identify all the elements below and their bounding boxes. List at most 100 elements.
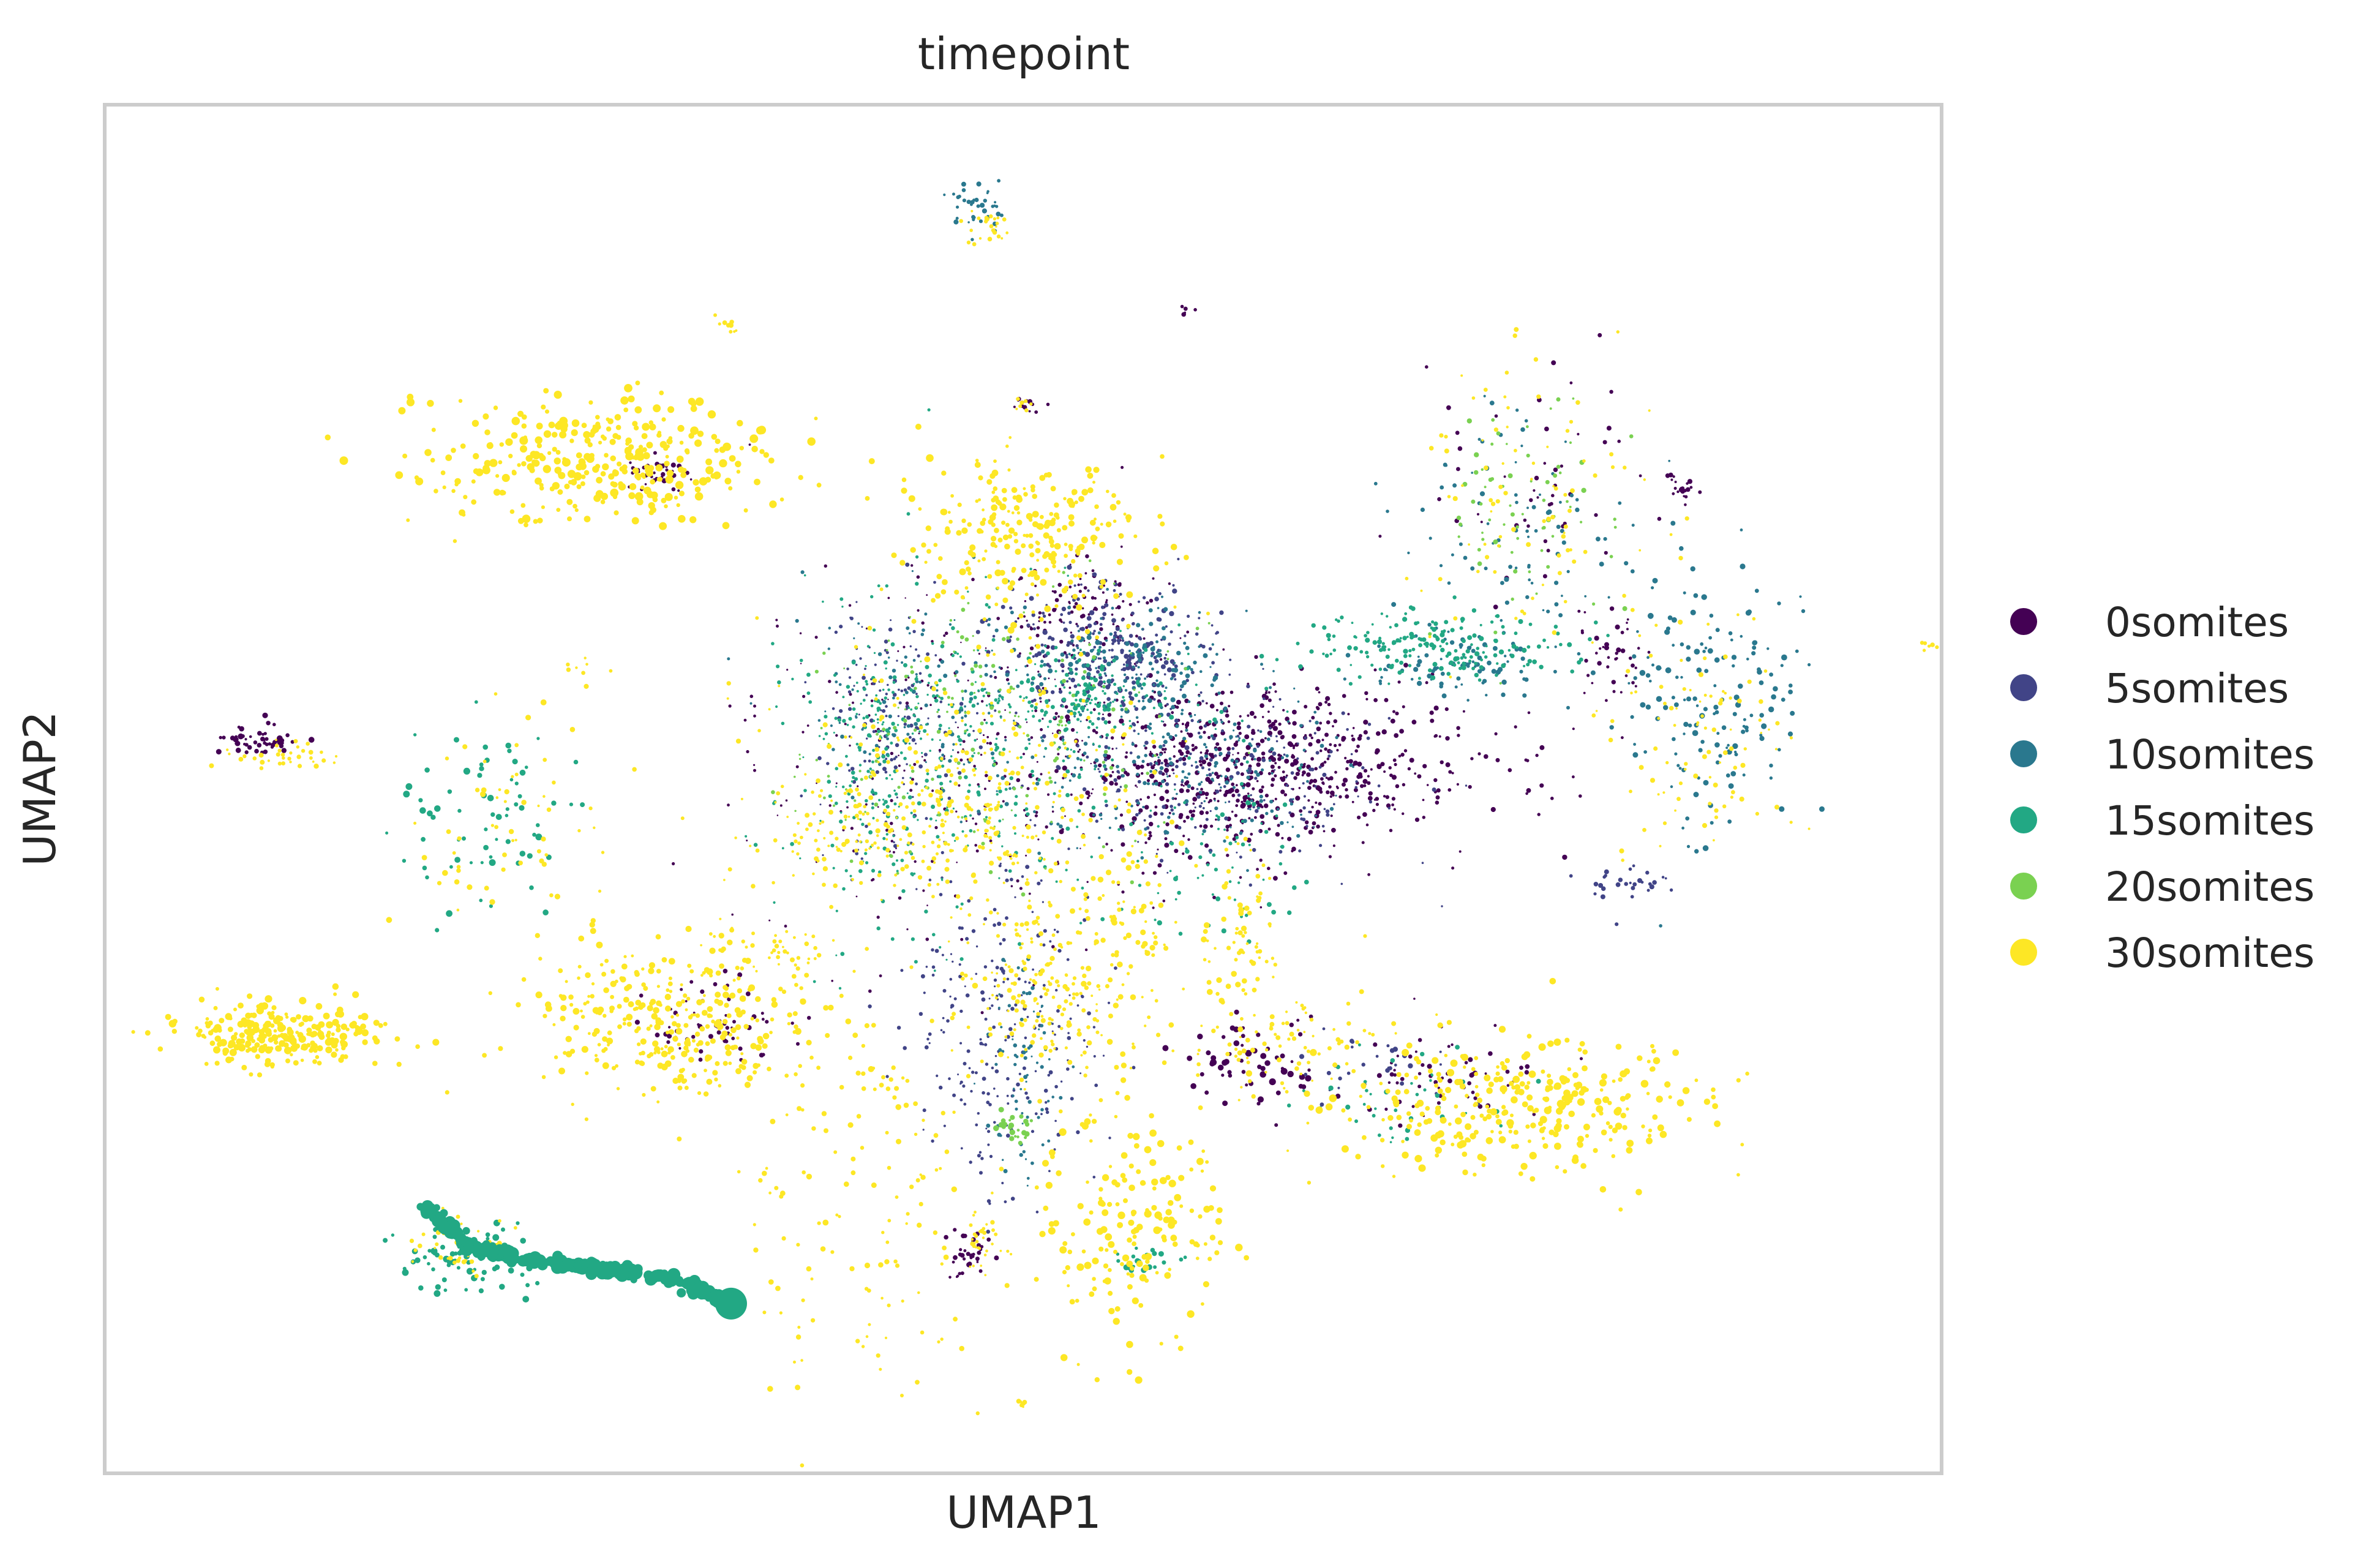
point-10somites bbox=[1732, 712, 1737, 716]
point-15somites bbox=[1278, 862, 1283, 866]
point-15somites bbox=[883, 660, 888, 665]
point-0somites bbox=[1467, 1081, 1472, 1086]
point-5somites bbox=[1203, 724, 1207, 728]
point-15somites bbox=[960, 902, 964, 906]
point-15somites bbox=[1455, 656, 1460, 661]
point-0somites bbox=[665, 468, 669, 472]
point-15somites bbox=[858, 764, 862, 767]
point-0somites bbox=[1505, 1069, 1510, 1074]
point-0somites bbox=[1398, 754, 1402, 758]
point-15somites bbox=[1177, 623, 1181, 626]
point-15somites bbox=[1457, 661, 1460, 664]
point-0somites bbox=[1025, 854, 1027, 857]
point-15somites bbox=[1163, 696, 1167, 701]
point-10somites bbox=[1769, 672, 1774, 677]
point-0somites bbox=[955, 810, 958, 813]
point-20somites bbox=[1528, 570, 1531, 574]
point-15somites bbox=[1054, 670, 1057, 673]
point-5somites bbox=[1032, 968, 1034, 971]
point-10somites bbox=[1703, 707, 1708, 712]
point-5somites bbox=[1000, 604, 1005, 609]
point-0somites bbox=[1174, 797, 1177, 800]
point-5somites bbox=[1138, 811, 1141, 815]
point-0somites bbox=[895, 847, 897, 849]
point-10somites bbox=[1558, 613, 1563, 618]
point-5somites bbox=[1045, 1110, 1049, 1114]
point-0somites bbox=[1287, 1070, 1294, 1078]
point-0somites bbox=[1308, 742, 1313, 747]
point-15somites bbox=[968, 700, 972, 704]
point-10somites bbox=[1189, 715, 1193, 718]
point-15somites bbox=[421, 836, 426, 842]
point-0somites bbox=[1088, 794, 1091, 797]
point-15somites bbox=[487, 795, 494, 802]
point-15somites bbox=[1460, 620, 1464, 623]
point-0somites bbox=[1225, 756, 1229, 760]
point-0somites bbox=[1048, 677, 1050, 680]
point-10somites bbox=[1715, 628, 1720, 633]
point-0somites bbox=[1289, 812, 1295, 817]
point-10somites bbox=[1095, 667, 1098, 669]
point-5somites bbox=[1016, 1082, 1020, 1087]
point-20somites bbox=[1053, 759, 1057, 763]
point-0somites bbox=[1245, 795, 1248, 797]
point-0somites bbox=[926, 684, 929, 687]
point-5somites bbox=[1168, 642, 1171, 646]
point-15somites bbox=[985, 816, 988, 819]
point-15somites bbox=[1501, 631, 1505, 635]
point-10somites bbox=[1038, 1028, 1040, 1031]
point-10somites bbox=[1702, 650, 1706, 653]
point-15somites bbox=[1185, 849, 1190, 854]
point-5somites bbox=[1083, 918, 1087, 922]
point-15somites bbox=[892, 675, 897, 680]
point-5somites bbox=[1432, 787, 1436, 792]
point-15somites bbox=[871, 760, 874, 764]
point-15somites bbox=[527, 853, 533, 859]
point-0somites bbox=[1274, 762, 1277, 765]
point-0somites bbox=[1114, 782, 1118, 786]
point-0somites bbox=[1144, 724, 1149, 729]
point-10somites bbox=[977, 810, 981, 814]
point-20somites bbox=[1157, 715, 1162, 718]
point-15somites bbox=[1206, 863, 1210, 866]
point-10somites bbox=[1671, 696, 1675, 700]
point-30somites bbox=[168, 1020, 176, 1028]
point-15somites bbox=[480, 861, 484, 865]
point-15somites bbox=[1079, 648, 1082, 652]
point-5somites bbox=[1146, 675, 1149, 678]
point-15somites bbox=[991, 638, 996, 642]
point-10somites bbox=[1033, 810, 1036, 813]
point-15somites bbox=[1015, 795, 1018, 799]
point-0somites bbox=[1125, 800, 1128, 803]
point-15somites bbox=[870, 595, 874, 599]
point-5somites bbox=[1272, 705, 1275, 708]
point-0somites bbox=[1085, 790, 1091, 795]
point-20somites bbox=[1010, 1114, 1015, 1120]
point-10somites bbox=[1214, 748, 1218, 751]
point-5somites bbox=[1048, 636, 1052, 640]
point-0somites bbox=[1427, 1064, 1432, 1069]
point-10somites bbox=[850, 795, 855, 800]
point-0somites bbox=[1013, 405, 1016, 408]
point-5somites bbox=[1262, 759, 1264, 762]
point-0somites bbox=[1144, 746, 1147, 750]
point-15somites bbox=[1093, 677, 1098, 683]
point-30somites bbox=[333, 992, 337, 996]
point-0somites bbox=[1152, 906, 1155, 909]
point-0somites bbox=[1631, 663, 1635, 668]
point-0somites bbox=[953, 1228, 957, 1232]
point-0somites bbox=[1506, 1084, 1510, 1087]
point-0somites bbox=[1400, 753, 1405, 757]
point-10somites bbox=[1417, 659, 1422, 664]
point-0somites bbox=[1365, 823, 1369, 827]
point-10somites bbox=[1728, 783, 1734, 789]
point-0somites bbox=[746, 750, 749, 754]
point-30somites bbox=[265, 1058, 271, 1064]
point-0somites bbox=[1275, 1090, 1281, 1095]
point-0somites bbox=[1370, 768, 1373, 771]
point-5somites bbox=[1114, 966, 1117, 970]
point-0somites bbox=[1144, 841, 1147, 844]
point-10somites bbox=[1022, 1050, 1026, 1054]
point-15somites bbox=[1024, 746, 1029, 751]
point-0somites bbox=[1164, 748, 1167, 751]
